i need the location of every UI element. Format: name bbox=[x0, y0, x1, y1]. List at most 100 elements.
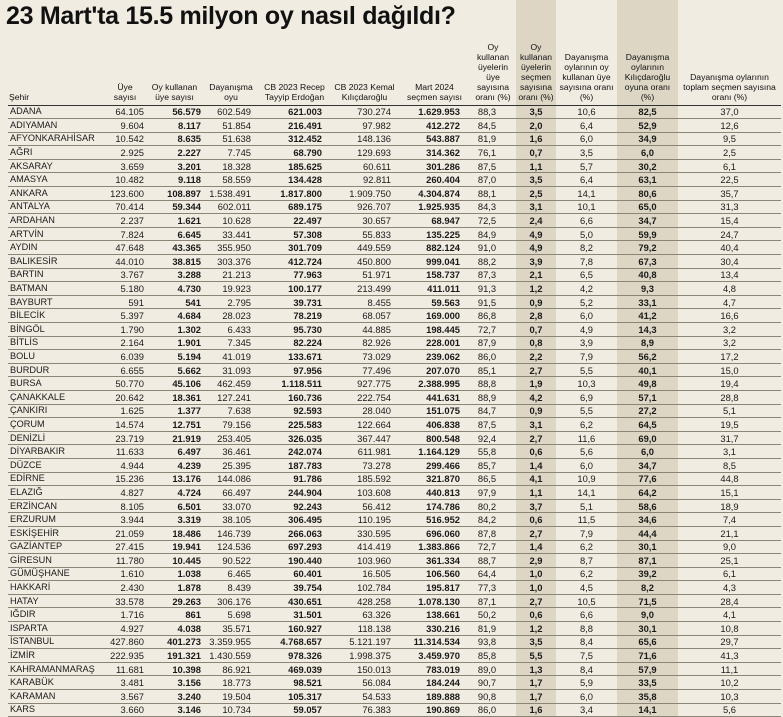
cell-city: BARTIN bbox=[8, 268, 104, 283]
cell-ratio-solidarity-members: 11,6 bbox=[556, 431, 617, 446]
cell-kilicdaroglu-votes: 367.447 bbox=[330, 431, 399, 446]
cell-ratio-voters: 2,1 bbox=[516, 268, 556, 283]
cell-ratio-solidarity-members: 5,9 bbox=[556, 675, 617, 691]
cell-kilicdaroglu-votes: 55.833 bbox=[330, 227, 399, 242]
table-row: ERZURUM 3.944 3.319 38.105 306.495 110.195 516… bbox=[8, 512, 781, 527]
cell-ratio-solidarity-members: 3,9 bbox=[556, 336, 617, 351]
cell-city: HAKKARİ bbox=[8, 580, 104, 595]
cell-city: ESKİŞEHİR bbox=[8, 526, 104, 541]
cell-ratio-members: 87,5 bbox=[470, 159, 516, 174]
cell-voting-members: 10.445 bbox=[146, 553, 203, 568]
cell-ratio-solidarity-kilicdaroglu: 52,9 bbox=[617, 118, 678, 133]
page-title: 23 Mart'ta 15.5 milyon oy nasıl dağıldı? bbox=[6, 2, 456, 30]
cell-kilicdaroglu-votes: 76.383 bbox=[330, 703, 399, 717]
table-row: KARAMAN 3.567 3.240 19.504 105.317 54.533 189.… bbox=[8, 689, 781, 704]
cell-solidarity-votes: 19.923 bbox=[203, 281, 259, 296]
cell-ratio-solidarity-voters: 35,7 bbox=[678, 186, 781, 201]
table-row: BİLECİK 5.397 4.684 28.023 78.219 68.057 169.0… bbox=[8, 308, 781, 323]
cell-voters-2024: 1.078.130 bbox=[399, 594, 470, 609]
cell-erdogan-votes: 312.452 bbox=[259, 132, 330, 147]
cell-kilicdaroglu-votes: 73.029 bbox=[330, 349, 399, 364]
cell-city: ANKARA bbox=[8, 186, 104, 201]
cell-members: 33.578 bbox=[104, 594, 146, 609]
cell-ratio-voters: 2,7 bbox=[516, 594, 556, 609]
cell-voting-members: 1.377 bbox=[146, 404, 203, 419]
cell-ratio-solidarity-kilicdaroglu: 65,6 bbox=[617, 635, 678, 650]
cell-ratio-solidarity-members: 8,8 bbox=[556, 621, 617, 636]
cell-voters-2024: 412.272 bbox=[399, 118, 470, 133]
cell-ratio-members: 80,2 bbox=[470, 499, 516, 514]
cell-erdogan-votes: 133.671 bbox=[259, 349, 330, 364]
cell-ratio-voters: 1,4 bbox=[516, 458, 556, 473]
cell-members: 27.415 bbox=[104, 540, 146, 555]
cell-solidarity-votes: 124.536 bbox=[203, 540, 259, 555]
table-row: KARS 3.660 3.146 10.734 59.057 76.383 190.869 8… bbox=[8, 703, 781, 717]
cell-voting-members: 3.201 bbox=[146, 159, 203, 174]
cell-kilicdaroglu-votes: 103.960 bbox=[330, 553, 399, 568]
cell-erdogan-votes: 39.754 bbox=[259, 580, 330, 595]
cell-city: GİRESUN bbox=[8, 553, 104, 568]
cell-ratio-solidarity-voters: 3,2 bbox=[678, 322, 781, 337]
cell-ratio-solidarity-members: 7,5 bbox=[556, 648, 617, 663]
cell-voters-2024: 184.244 bbox=[399, 675, 470, 691]
cell-kilicdaroglu-votes: 60.611 bbox=[330, 159, 399, 174]
cell-ratio-voters: 1,6 bbox=[516, 703, 556, 717]
cell-city: AYDIN bbox=[8, 240, 104, 256]
header-ratio-solidarity-kilicdaroglu: Dayanışma oylarının Kılıçdaroğlu oyuna o… bbox=[617, 0, 678, 106]
cell-ratio-members: 85,7 bbox=[470, 458, 516, 473]
cell-voters-2024: 406.838 bbox=[399, 417, 470, 432]
table-row: ANKARA 123.600 108.897 1.538.491 1.817.800 1.… bbox=[8, 186, 781, 201]
cell-ratio-solidarity-voters: 24,7 bbox=[678, 227, 781, 242]
header-voters-2024: Mart 2024 seçmen sayısı bbox=[399, 0, 470, 106]
cell-solidarity-votes: 1.538.491 bbox=[203, 186, 259, 201]
cell-ratio-solidarity-members: 5,0 bbox=[556, 227, 617, 242]
cell-ratio-solidarity-kilicdaroglu: 67,3 bbox=[617, 254, 678, 269]
cell-voters-2024: 301.286 bbox=[399, 159, 470, 174]
cell-erdogan-votes: 78.219 bbox=[259, 308, 330, 323]
table-row: BURSA 50.770 45.106 462.459 1.118.511 927.775… bbox=[8, 376, 781, 391]
cell-voters-2024: 783.019 bbox=[399, 662, 470, 677]
cell-members: 2.237 bbox=[104, 213, 146, 228]
table-row: ARDAHAN 2.237 1.621 10.628 22.497 30.657 68.94… bbox=[8, 213, 781, 228]
cell-ratio-solidarity-members: 6,6 bbox=[556, 607, 617, 623]
header-ratio-solidarity-voters: Dayanışma oylarının toplam seçmen sayısı… bbox=[678, 0, 781, 106]
cell-ratio-members: 89,0 bbox=[470, 662, 516, 677]
cell-voters-2024: 411.011 bbox=[399, 281, 470, 296]
cell-ratio-members: 84,9 bbox=[470, 227, 516, 242]
cell-ratio-members: 88,7 bbox=[470, 553, 516, 568]
cell-erdogan-votes: 412.724 bbox=[259, 254, 330, 269]
cell-voters-2024: 239.062 bbox=[399, 349, 470, 364]
cell-voting-members: 13.176 bbox=[146, 472, 203, 487]
cell-voting-members: 45.106 bbox=[146, 376, 203, 391]
cell-ratio-solidarity-kilicdaroglu: 63,1 bbox=[617, 172, 678, 188]
cell-members: 1.625 bbox=[104, 404, 146, 419]
cell-ratio-voters: 2,9 bbox=[516, 553, 556, 568]
cell-ratio-voters: 3,5 bbox=[516, 172, 556, 188]
cell-kilicdaroglu-votes: 611.981 bbox=[330, 444, 399, 459]
cell-city: ÇORUM bbox=[8, 417, 104, 432]
cell-ratio-solidarity-members: 6,0 bbox=[556, 458, 617, 473]
cell-members: 11.780 bbox=[104, 553, 146, 568]
cell-ratio-solidarity-kilicdaroglu: 71,5 bbox=[617, 594, 678, 609]
cell-solidarity-votes: 51.854 bbox=[203, 118, 259, 133]
cell-ratio-solidarity-voters: 4,1 bbox=[678, 607, 781, 623]
cell-voters-2024: 2.388.995 bbox=[399, 376, 470, 391]
cell-ratio-solidarity-voters: 28,4 bbox=[678, 594, 781, 609]
cell-ratio-solidarity-kilicdaroglu: 14,1 bbox=[617, 703, 678, 717]
cell-voting-members: 10.398 bbox=[146, 662, 203, 677]
cell-ratio-members: 81,9 bbox=[470, 621, 516, 636]
cell-solidarity-votes: 58.559 bbox=[203, 172, 259, 188]
cell-ratio-solidarity-kilicdaroglu: 8,9 bbox=[617, 336, 678, 351]
cell-ratio-members: 55,8 bbox=[470, 444, 516, 459]
table-row: HATAY 33.578 29.263 306.176 430.651 428.258 1.… bbox=[8, 594, 781, 609]
cell-voting-members: 541 bbox=[146, 295, 203, 310]
cell-ratio-solidarity-voters: 21,1 bbox=[678, 526, 781, 541]
cell-erdogan-votes: 4.768.657 bbox=[259, 635, 330, 650]
cell-solidarity-votes: 306.176 bbox=[203, 594, 259, 609]
cell-ratio-voters: 1,9 bbox=[516, 376, 556, 391]
cell-ratio-solidarity-voters: 10,3 bbox=[678, 689, 781, 704]
cell-members: 2.164 bbox=[104, 336, 146, 351]
cell-voting-members: 4.730 bbox=[146, 281, 203, 296]
cell-erdogan-votes: 60.401 bbox=[259, 567, 330, 582]
cell-ratio-members: 84,2 bbox=[470, 512, 516, 527]
